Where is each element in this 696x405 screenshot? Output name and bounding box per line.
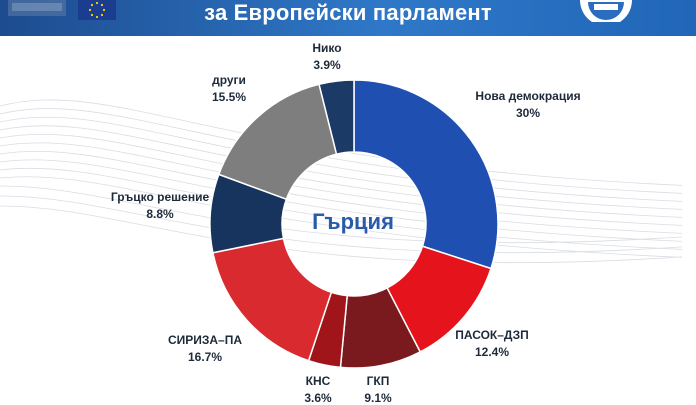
slice-name-2: ГКП	[367, 374, 390, 388]
header-title: за Европейски парламент	[204, 0, 492, 25]
slice-name-3: КНС	[306, 374, 331, 388]
slice-value-2: 9.1%	[364, 391, 392, 405]
slice-value-5: 8.8%	[146, 207, 174, 221]
slices-layer	[209, 79, 499, 369]
european-parliament-logo-icon	[8, 0, 116, 20]
slice-name-1: ПАСОК–ДЗП	[455, 328, 529, 342]
slice-4	[212, 237, 333, 362]
slice-7	[318, 79, 355, 156]
slice-name-6: други	[212, 73, 246, 87]
slice-value-4: 16.7%	[188, 350, 222, 364]
bta-logo-icon	[580, 0, 632, 22]
background-waves	[0, 99, 696, 264]
slice-name-0: Нова демокрация	[475, 89, 580, 103]
slice-6	[217, 83, 338, 201]
slice-name-7: Нико	[312, 41, 341, 55]
slice-value-3: 3.6%	[304, 391, 332, 405]
slice-value-6: 15.5%	[212, 90, 246, 104]
slice-name-4: СИРИЗА–ПА	[168, 333, 242, 347]
center-label: Гърция	[312, 209, 394, 234]
right-edge-strip	[682, 36, 696, 405]
slice-value-7: 3.9%	[313, 58, 341, 72]
slice-value-0: 30%	[516, 106, 540, 120]
slice-0	[353, 79, 499, 270]
slice-value-1: 12.4%	[475, 345, 509, 359]
labels-layer: Нова демокрация 30% ПАСОК–ДЗП 12.4% ГКП 9.1% К…	[111, 41, 581, 405]
header-banner: за Европейски парламент	[0, 0, 696, 36]
slice-name-5: Гръцко решение	[111, 190, 210, 204]
